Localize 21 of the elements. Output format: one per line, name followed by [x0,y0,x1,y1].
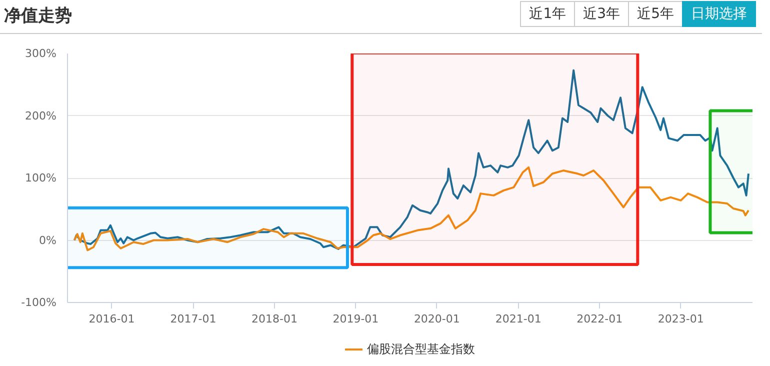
y-tick-label: 0% [39,234,56,247]
y-tick-label: 200% [25,109,57,122]
legend-label: 偏股混合型基金指数 [367,340,475,358]
y-tick-label: 300% [25,47,57,60]
text: 日期选择 [682,1,756,27]
chart-title: 净值走势 [4,5,72,28]
x-tick-label: 2018-01 [251,312,298,326]
x-tick-label: 2020-01 [414,312,460,326]
x-tick-label: 2022-01 [576,312,623,326]
y-tick-label: 100% [25,172,57,184]
x-tick-label: 2023-01 [658,312,704,326]
x-tick-label: 2019-01 [332,312,379,326]
x-tick-label: 2017-01 [170,312,216,326]
text: 近5年 [628,1,683,27]
line-series [73,69,750,250]
text: 近1年 [520,1,576,27]
text: 近3年 [574,1,630,27]
line-series [73,166,750,252]
x-tick-label: 2021-01 [495,312,542,326]
x-tick-label: 2016-01 [88,312,135,326]
y-tick-label: -100% [21,296,57,309]
